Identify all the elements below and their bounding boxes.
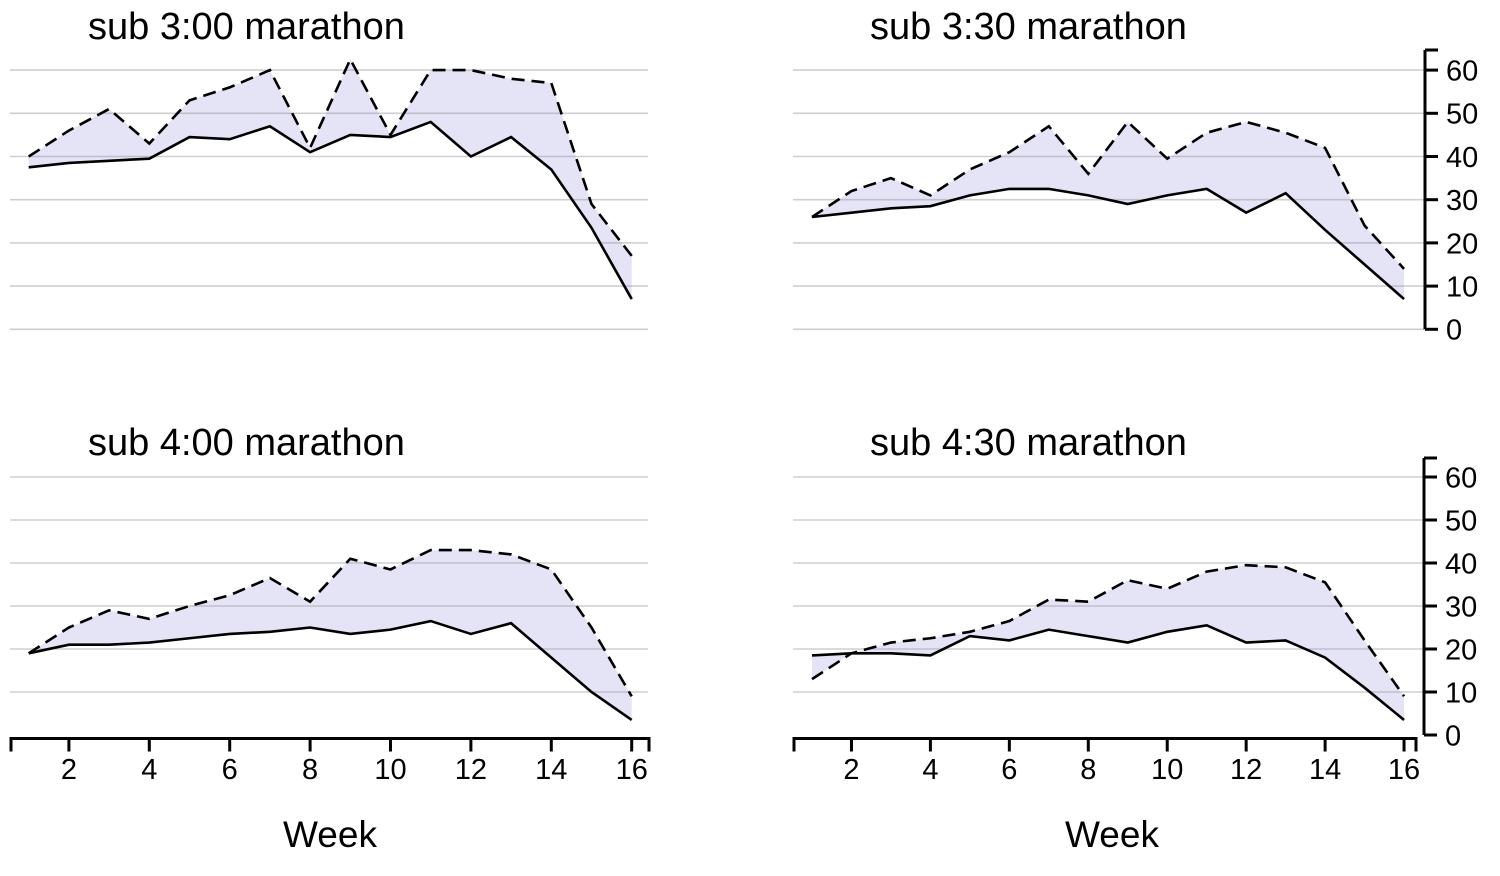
high-mileage-line <box>811 120 1406 270</box>
y-axis: 0 10 20 30 40 50 60 <box>1422 456 1477 752</box>
x-tick-label: 8 <box>1080 754 1096 786</box>
y-tick-label: 50 <box>1446 99 1478 131</box>
low-mileage-line <box>811 624 1405 721</box>
x-tick-label: 2 <box>61 754 77 786</box>
y-tick-label: 10 <box>1445 677 1477 709</box>
range-fill <box>28 550 632 720</box>
x-axis-label-right: Week <box>1065 814 1159 855</box>
y-tick-label: 50 <box>1445 505 1477 537</box>
x-tick-label: 6 <box>222 754 238 786</box>
range-fill <box>812 565 1405 720</box>
y-tick-label: 30 <box>1445 591 1477 623</box>
gridlines <box>10 69 648 331</box>
chart-title-sub-430: sub 4:30 marathon <box>870 422 1187 464</box>
high-mileage-line <box>27 548 633 697</box>
y-tick-label: 30 <box>1446 185 1478 217</box>
x-tick-label: 14 <box>535 754 567 786</box>
low-mileage-line <box>28 619 633 722</box>
y-tick-label: 20 <box>1445 634 1477 666</box>
x-axis: 2 4 6 8 10 12 14 16 <box>9 737 651 786</box>
low-mileage-line <box>28 120 633 300</box>
y-tick-label: 60 <box>1445 462 1477 494</box>
chart-title-sub-300: sub 3:00 marathon <box>88 6 405 48</box>
x-axis: 2 4 6 8 10 12 14 16 <box>792 737 1420 786</box>
x-tick-label: 10 <box>374 754 406 786</box>
chart-title-sub-400: sub 4:00 marathon <box>88 422 405 464</box>
chart-panel-1: 0 10 20 30 40 50 60 <box>793 48 1478 347</box>
high-mileage-line <box>811 563 1406 698</box>
x-tick-label: 16 <box>616 754 648 786</box>
x-tick-label: 6 <box>1001 754 1017 786</box>
x-tick-label: 12 <box>455 754 487 786</box>
y-axis: 0 10 20 30 40 50 60 <box>1423 48 1478 347</box>
chart-panel-0 <box>10 56 648 331</box>
y-tick-label: 0 <box>1446 315 1462 347</box>
high-mileage-line <box>27 56 633 257</box>
chart-title-sub-330: sub 3:30 marathon <box>870 6 1187 48</box>
x-tick-label: 14 <box>1309 754 1341 786</box>
chart-panel-2: 2 4 6 8 10 12 14 16 <box>9 476 651 786</box>
y-tick-label: 40 <box>1446 142 1478 174</box>
y-tick-label: 40 <box>1445 548 1477 580</box>
x-tick-label: 4 <box>922 754 938 786</box>
y-tick-label: 60 <box>1446 56 1478 88</box>
gridlines <box>793 476 1424 693</box>
x-tick-label: 2 <box>843 754 859 786</box>
chart-panel-3: 2 4 6 8 10 12 14 16 0 10 20 30 40 50 60 <box>792 456 1477 786</box>
y-tick-label: 10 <box>1446 272 1478 304</box>
x-tick-label: 4 <box>141 754 157 786</box>
x-tick-label: 10 <box>1151 754 1183 786</box>
y-tick-label: 20 <box>1446 228 1478 260</box>
low-mileage-line <box>811 187 1405 301</box>
y-tick-label: 0 <box>1445 720 1461 752</box>
x-tick-label: 8 <box>302 754 318 786</box>
range-fill <box>28 59 632 300</box>
x-axis-label-left: Week <box>283 814 377 855</box>
x-tick-label: 16 <box>1388 754 1420 786</box>
x-tick-label: 12 <box>1230 754 1262 786</box>
range-fill <box>812 121 1405 300</box>
